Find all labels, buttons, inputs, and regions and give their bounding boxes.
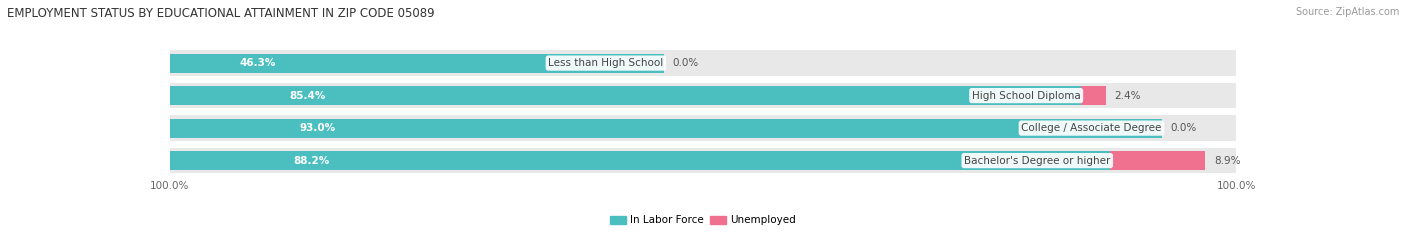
- Bar: [170, 83, 1236, 108]
- Text: 100.0%: 100.0%: [150, 181, 190, 191]
- Text: Less than High School: Less than High School: [548, 58, 664, 68]
- Text: 100.0%: 100.0%: [1216, 181, 1256, 191]
- Text: 0.0%: 0.0%: [672, 58, 699, 68]
- Bar: [170, 119, 1161, 137]
- Text: 85.4%: 85.4%: [290, 91, 326, 101]
- Bar: [1081, 86, 1107, 105]
- Text: 46.3%: 46.3%: [239, 58, 276, 68]
- Bar: [170, 148, 1236, 173]
- Text: Source: ZipAtlas.com: Source: ZipAtlas.com: [1295, 7, 1399, 17]
- Legend: In Labor Force, Unemployed: In Labor Force, Unemployed: [606, 211, 800, 230]
- Text: 2.4%: 2.4%: [1115, 91, 1142, 101]
- Text: College / Associate Degree: College / Associate Degree: [1021, 123, 1161, 133]
- Bar: [170, 50, 1236, 76]
- Text: High School Diploma: High School Diploma: [972, 91, 1081, 101]
- Text: 88.2%: 88.2%: [294, 156, 329, 166]
- Bar: [170, 54, 664, 72]
- Text: 93.0%: 93.0%: [299, 123, 336, 133]
- Bar: [170, 115, 1236, 141]
- Bar: [170, 151, 1111, 170]
- Text: 0.0%: 0.0%: [1170, 123, 1197, 133]
- Text: Bachelor's Degree or higher: Bachelor's Degree or higher: [965, 156, 1111, 166]
- Text: 8.9%: 8.9%: [1213, 156, 1240, 166]
- Bar: [170, 86, 1081, 105]
- Text: EMPLOYMENT STATUS BY EDUCATIONAL ATTAINMENT IN ZIP CODE 05089: EMPLOYMENT STATUS BY EDUCATIONAL ATTAINM…: [7, 7, 434, 20]
- Bar: [1111, 151, 1205, 170]
